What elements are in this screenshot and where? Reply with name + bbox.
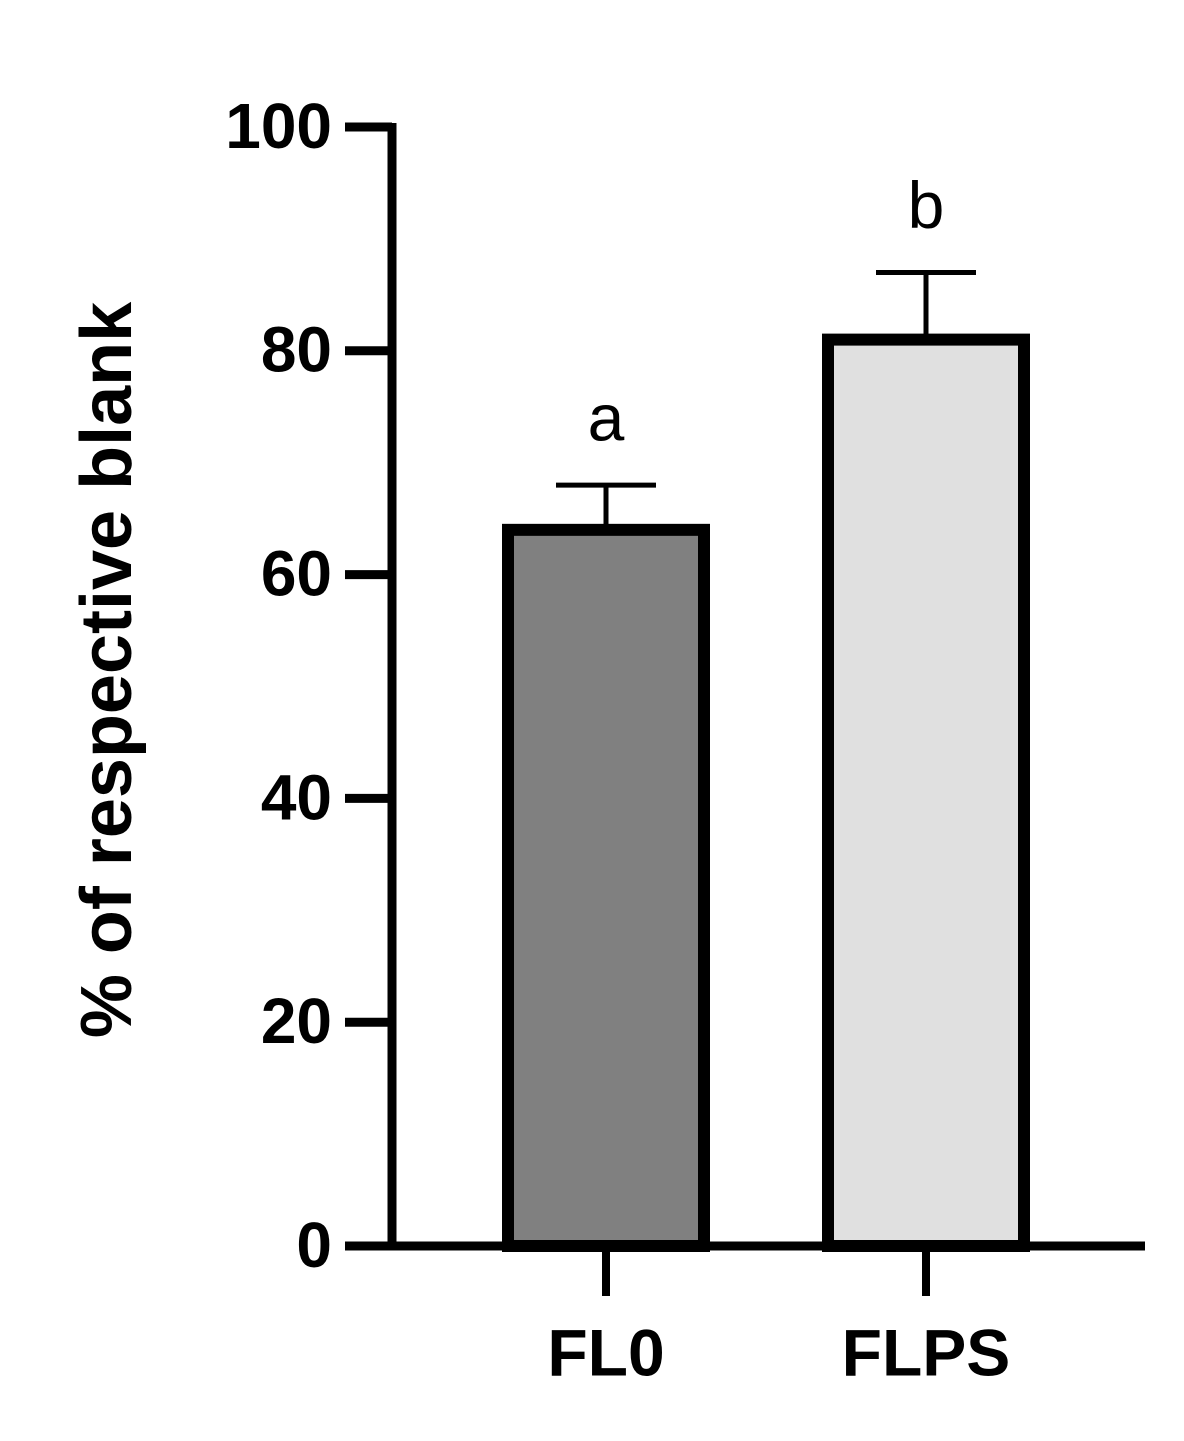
bar: [822, 333, 1030, 1252]
y-tick-label: 20: [261, 985, 332, 1057]
bar: [502, 523, 710, 1252]
y-tick-label: 0: [296, 1209, 332, 1281]
y-tick-label: 40: [261, 761, 332, 833]
y-tick-label: 100: [225, 90, 332, 162]
x-tick-label: FLPS: [842, 1315, 1011, 1389]
y-tick-label: 60: [261, 538, 332, 610]
x-tick-label: FL0: [547, 1315, 664, 1389]
y-tick-label: 80: [261, 314, 332, 386]
y-axis-label: % of respective blank: [67, 301, 147, 1038]
annotation: a: [588, 381, 625, 455]
annotation: b: [908, 168, 945, 242]
